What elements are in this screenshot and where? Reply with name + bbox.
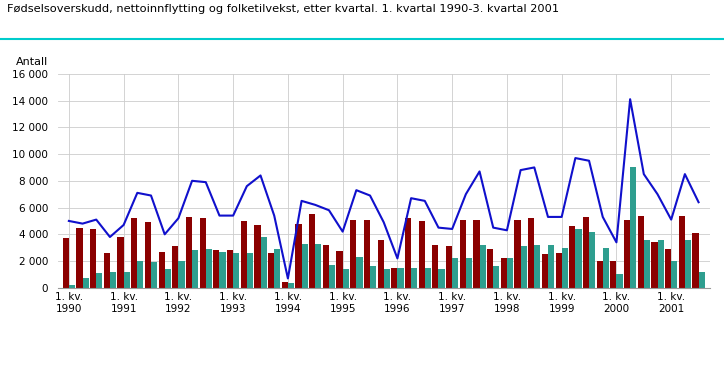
Bar xyxy=(145,222,151,288)
Bar xyxy=(466,258,472,288)
Bar xyxy=(159,252,164,288)
Bar xyxy=(370,266,376,288)
Bar xyxy=(542,254,548,288)
Bar xyxy=(151,262,157,288)
Bar xyxy=(172,246,178,288)
Bar xyxy=(309,214,315,288)
Bar xyxy=(479,245,486,288)
Bar xyxy=(515,220,521,288)
Bar xyxy=(616,275,623,288)
Bar xyxy=(630,168,636,288)
Bar xyxy=(493,266,500,288)
Bar xyxy=(528,218,534,288)
Bar xyxy=(323,245,329,288)
Bar xyxy=(138,261,143,288)
Bar xyxy=(425,268,431,288)
Bar xyxy=(610,261,616,288)
Bar xyxy=(685,240,691,288)
Bar xyxy=(432,245,439,288)
Bar xyxy=(90,229,96,288)
Bar xyxy=(288,283,294,288)
Bar xyxy=(227,250,233,288)
Bar xyxy=(411,268,417,288)
Bar xyxy=(678,215,685,288)
Bar xyxy=(699,272,704,288)
Bar xyxy=(576,229,581,288)
Bar xyxy=(206,249,212,288)
Bar xyxy=(268,253,274,288)
Bar xyxy=(254,225,261,288)
Bar xyxy=(487,249,493,288)
Bar xyxy=(69,285,75,288)
Bar xyxy=(274,249,280,288)
Bar xyxy=(624,220,630,288)
Bar xyxy=(214,250,219,288)
Bar xyxy=(534,245,540,288)
Text: Antall: Antall xyxy=(15,57,48,67)
Bar xyxy=(583,217,589,288)
Bar xyxy=(548,245,554,288)
Bar xyxy=(364,220,370,288)
Bar xyxy=(63,238,69,288)
Bar xyxy=(521,246,527,288)
Bar xyxy=(342,269,349,288)
Bar xyxy=(219,252,226,288)
Bar xyxy=(555,253,562,288)
Bar xyxy=(446,246,452,288)
Bar xyxy=(247,253,253,288)
Bar xyxy=(295,224,302,288)
Bar xyxy=(665,249,671,288)
Bar xyxy=(164,269,171,288)
Bar xyxy=(473,220,479,288)
Bar xyxy=(96,273,102,288)
Bar xyxy=(302,244,308,288)
Bar xyxy=(377,240,384,288)
Bar xyxy=(104,253,110,288)
Bar xyxy=(569,226,576,288)
Bar xyxy=(337,251,342,288)
Bar xyxy=(124,272,130,288)
Bar xyxy=(186,217,192,288)
Bar xyxy=(501,258,507,288)
Bar xyxy=(405,218,411,288)
Bar xyxy=(692,233,699,288)
Bar xyxy=(110,272,116,288)
Bar xyxy=(178,261,185,288)
Bar xyxy=(460,220,466,288)
Bar xyxy=(350,220,356,288)
Bar xyxy=(638,215,644,288)
Bar xyxy=(597,261,603,288)
Bar xyxy=(261,237,266,288)
Bar xyxy=(240,221,247,288)
Bar xyxy=(282,283,288,288)
Bar xyxy=(652,242,657,288)
Bar xyxy=(329,265,335,288)
Bar xyxy=(507,258,513,288)
Bar xyxy=(117,237,124,288)
Bar xyxy=(671,261,678,288)
Bar xyxy=(200,218,206,288)
Bar xyxy=(439,269,445,288)
Bar xyxy=(83,279,89,288)
Bar xyxy=(589,232,595,288)
Bar xyxy=(77,228,83,288)
Bar xyxy=(397,268,403,288)
Bar xyxy=(315,244,321,288)
Bar xyxy=(192,250,198,288)
Bar xyxy=(562,248,568,288)
Bar xyxy=(391,268,397,288)
Bar xyxy=(418,221,425,288)
Bar xyxy=(233,253,240,288)
Bar xyxy=(131,218,138,288)
Bar xyxy=(384,269,390,288)
Bar xyxy=(452,258,458,288)
Text: Fødselsoverskudd, nettoinnflytting og folketilvekst, etter kvartal. 1. kvartal 1: Fødselsoverskudd, nettoinnflytting og fo… xyxy=(7,4,560,14)
Bar xyxy=(644,240,650,288)
Bar xyxy=(356,257,363,288)
Bar xyxy=(603,248,609,288)
Bar xyxy=(657,240,664,288)
